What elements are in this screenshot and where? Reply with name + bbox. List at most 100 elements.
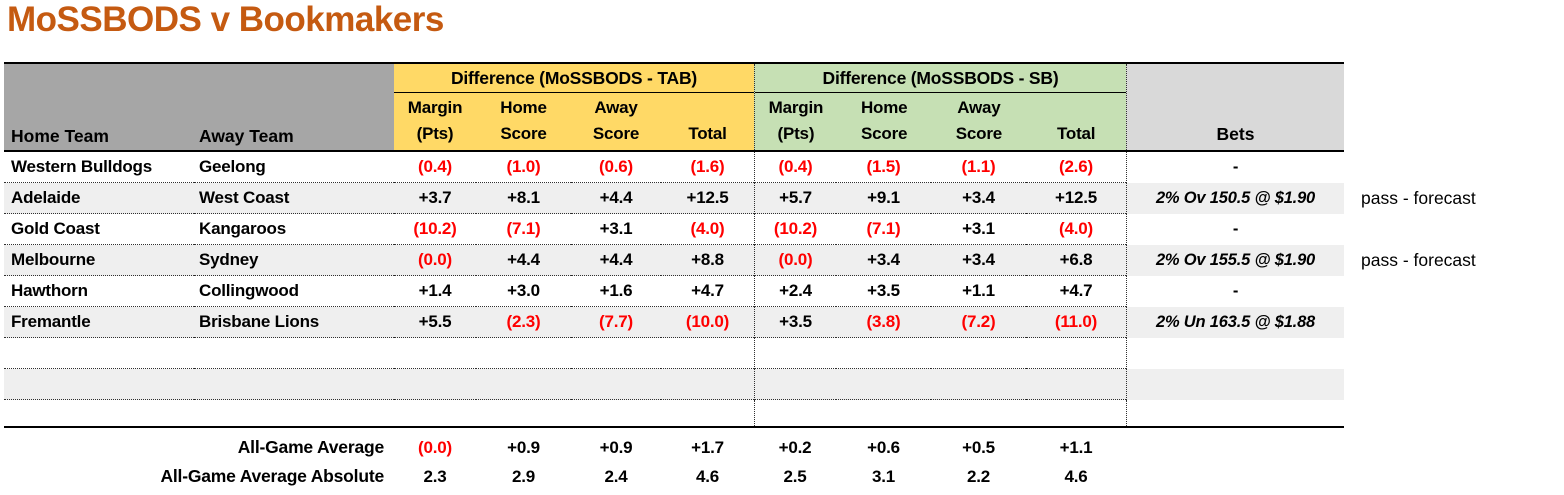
column-header-home-score[interactable]: Home Score (500, 98, 547, 143)
cell-tab-total[interactable]: (1.6) (661, 152, 754, 183)
cell-sb-margin[interactable]: (10.2) (754, 214, 836, 245)
cell-sb-margin[interactable] (754, 369, 836, 400)
cell-tab-margin[interactable]: +3.7 (394, 183, 476, 214)
cell-sb-away-score[interactable]: (7.2) (931, 307, 1026, 338)
column-header-home-score[interactable]: Home Score (860, 98, 908, 143)
cell-sb-total[interactable]: +4.7 (1026, 276, 1126, 307)
cell-bet[interactable]: 2% Ov 155.5 @ $1.90 (1126, 245, 1344, 276)
cell-away-team[interactable] (194, 400, 394, 426)
cell-sb-total[interactable] (1026, 400, 1126, 426)
column-header-away-score[interactable]: Away Score (955, 98, 1003, 143)
summary-label[interactable]: All-Game Average (237, 437, 384, 457)
cell-tab-away-score[interactable]: (7.7) (571, 307, 661, 338)
cell-sb-total[interactable]: (11.0) (1026, 307, 1126, 338)
cell-away-team[interactable]: Kangaroos (194, 214, 394, 245)
cell-bet[interactable]: 2% Un 163.5 @ $1.88 (1126, 307, 1344, 338)
summary-tab-home-score[interactable]: +0.9 (507, 437, 540, 457)
cell-home-team[interactable]: Melbourne (4, 245, 194, 276)
cell-tab-total[interactable] (661, 338, 754, 369)
cell-tab-total[interactable]: +8.8 (661, 245, 754, 276)
column-header-bets[interactable]: Bets (1216, 124, 1255, 144)
cell-tab-away-score[interactable]: (0.6) (571, 152, 661, 183)
summary-tab-home-score[interactable]: 2.9 (511, 466, 536, 486)
cell-tab-home-score[interactable] (476, 400, 571, 426)
group-header-tab[interactable]: Difference (MoSSBODS - TAB) (394, 64, 754, 93)
summary-sb-home-score[interactable]: +0.6 (867, 437, 900, 457)
cell-home-team[interactable]: Hawthorn (4, 276, 194, 307)
summary-tab-margin[interactable]: (0.0) (418, 437, 452, 457)
cell-tab-total[interactable]: +4.7 (661, 276, 754, 307)
cell-tab-away-score[interactable]: +4.4 (571, 183, 661, 214)
cell-home-team[interactable]: Western Bulldogs (4, 152, 194, 183)
cell-sb-away-score[interactable] (931, 338, 1026, 369)
cell-tab-margin[interactable] (394, 338, 476, 369)
column-header-total[interactable]: Total (688, 124, 727, 143)
column-header-home-team[interactable]: Home Team (11, 126, 109, 146)
cell-sb-total[interactable] (1026, 338, 1126, 369)
cell-tab-margin[interactable]: (0.4) (394, 152, 476, 183)
cell-sb-total[interactable]: +12.5 (1026, 183, 1126, 214)
cell-tab-home-score[interactable]: +4.4 (476, 245, 571, 276)
cell-home-team[interactable] (4, 369, 194, 400)
cell-bet[interactable] (1126, 400, 1344, 426)
cell-away-team[interactable]: Geelong (194, 152, 394, 183)
cell-tab-away-score[interactable] (571, 400, 661, 426)
pass-note[interactable]: pass - forecast (1361, 188, 1476, 208)
summary-label[interactable]: All-Game Average Absolute (160, 466, 384, 486)
cell-tab-home-score[interactable]: (7.1) (476, 214, 571, 245)
cell-sb-away-score[interactable]: (1.1) (931, 152, 1026, 183)
cell-tab-margin[interactable]: +5.5 (394, 307, 476, 338)
cell-tab-away-score[interactable]: +1.6 (571, 276, 661, 307)
column-header-away-score[interactable]: Away Score (592, 98, 640, 143)
summary-sb-away-score[interactable]: 2.2 (966, 466, 991, 486)
pass-note[interactable]: pass - forecast (1361, 250, 1476, 270)
cell-sb-margin[interactable] (754, 400, 836, 426)
cell-sb-margin[interactable]: +3.5 (754, 307, 836, 338)
cell-sb-away-score[interactable]: +3.1 (931, 214, 1026, 245)
cell-tab-away-score[interactable] (571, 369, 661, 400)
cell-home-team[interactable]: Fremantle (4, 307, 194, 338)
cell-tab-margin[interactable]: +1.4 (394, 276, 476, 307)
summary-sb-margin[interactable]: +0.2 (778, 437, 812, 457)
summary-sb-away-score[interactable]: +0.5 (962, 437, 995, 457)
cell-tab-away-score[interactable]: +3.1 (571, 214, 661, 245)
cell-sb-margin[interactable]: (0.0) (754, 245, 836, 276)
cell-sb-home-score[interactable] (836, 369, 931, 400)
cell-home-team[interactable] (4, 338, 194, 369)
cell-sb-home-score[interactable]: +3.4 (836, 245, 931, 276)
cell-tab-home-score[interactable] (476, 338, 571, 369)
cell-tab-margin[interactable] (394, 369, 476, 400)
cell-sb-total[interactable]: (4.0) (1026, 214, 1126, 245)
cell-tab-home-score[interactable]: +8.1 (476, 183, 571, 214)
cell-away-team[interactable]: West Coast (194, 183, 394, 214)
summary-sb-total[interactable]: +1.1 (1059, 437, 1093, 457)
cell-sb-away-score[interactable] (931, 369, 1026, 400)
cell-tab-home-score[interactable]: +3.0 (476, 276, 571, 307)
summary-tab-margin[interactable]: 2.3 (423, 466, 447, 486)
cell-bet[interactable]: - (1126, 276, 1344, 307)
cell-away-team[interactable] (194, 338, 394, 369)
cell-sb-margin[interactable] (754, 338, 836, 369)
column-header-margin[interactable]: Margin (Pts) (407, 98, 463, 143)
summary-tab-away-score[interactable]: +0.9 (599, 437, 633, 457)
cell-away-team[interactable]: Sydney (194, 245, 394, 276)
summary-tab-total[interactable]: 4.6 (695, 466, 720, 486)
cell-home-team[interactable] (4, 400, 194, 426)
cell-bet[interactable] (1126, 369, 1344, 400)
cell-sb-total[interactable] (1026, 369, 1126, 400)
summary-sb-home-score[interactable]: 3.1 (871, 466, 896, 486)
cell-tab-total[interactable]: (10.0) (661, 307, 754, 338)
cell-away-team[interactable] (194, 369, 394, 400)
cell-bet[interactable] (1126, 338, 1344, 369)
cell-tab-total[interactable] (661, 400, 754, 426)
cell-sb-away-score[interactable] (931, 400, 1026, 426)
cell-tab-total[interactable] (661, 369, 754, 400)
cell-tab-total[interactable]: (4.0) (661, 214, 754, 245)
cell-sb-margin[interactable]: +5.7 (754, 183, 836, 214)
cell-sb-home-score[interactable]: (7.1) (836, 214, 931, 245)
cell-sb-margin[interactable]: +2.4 (754, 276, 836, 307)
column-header-away-team[interactable]: Away Team (199, 126, 294, 146)
cell-sb-away-score[interactable]: +3.4 (931, 245, 1026, 276)
cell-bet[interactable]: - (1126, 214, 1344, 245)
cell-away-team[interactable]: Brisbane Lions (194, 307, 394, 338)
